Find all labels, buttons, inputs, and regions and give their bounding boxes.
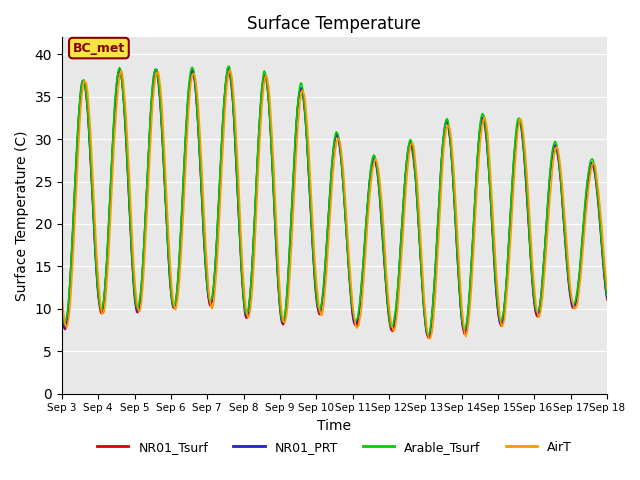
NR01_Tsurf [58, 312, 66, 318]
X-axis label: Time: Time [317, 419, 351, 433]
NR01_PRT [58, 309, 66, 315]
Line: NR01_PRT: NR01_PRT [62, 69, 607, 336]
NR01_Tsurf [180, 168, 188, 173]
AirT [58, 291, 66, 297]
NR01_Tsurf [124, 175, 132, 181]
NR01_PRT [68, 248, 76, 253]
AirT [208, 306, 216, 312]
Arable_Tsurf [68, 245, 76, 251]
NR01_PRT [125, 190, 132, 196]
Arable_Tsurf [124, 171, 132, 177]
Y-axis label: Surface Temperature (C): Surface Temperature (C) [15, 130, 29, 300]
NR01_PRT [603, 295, 611, 300]
Arable_Tsurf [425, 332, 433, 337]
NR01_PRT [209, 291, 216, 297]
Arable_Tsurf [208, 295, 216, 301]
NR01_Tsurf [417, 268, 425, 274]
NR01_PRT [417, 265, 425, 271]
Arable_Tsurf [179, 177, 187, 183]
AirT [225, 67, 233, 73]
AirT [68, 277, 76, 283]
NR01_Tsurf [401, 173, 409, 179]
NR01_Tsurf [68, 249, 76, 254]
NR01_PRT [425, 334, 433, 339]
NR01_Tsurf [209, 293, 216, 299]
AirT [417, 245, 425, 251]
Arable_Tsurf [225, 63, 232, 69]
Line: AirT: AirT [62, 70, 607, 338]
AirT [401, 196, 409, 202]
AirT [179, 215, 187, 220]
NR01_Tsurf [424, 335, 432, 341]
Legend: NR01_Tsurf, NR01_PRT, Arable_Tsurf, AirT: NR01_Tsurf, NR01_PRT, Arable_Tsurf, AirT [92, 436, 577, 458]
Title: Surface Temperature: Surface Temperature [248, 15, 421, 33]
NR01_PRT [180, 166, 188, 171]
AirT [425, 336, 433, 341]
Line: Arable_Tsurf: Arable_Tsurf [62, 66, 607, 335]
AirT [603, 286, 611, 291]
AirT [124, 144, 132, 149]
Text: BC_met: BC_met [73, 42, 125, 55]
NR01_Tsurf [152, 67, 160, 73]
NR01_PRT [401, 173, 409, 179]
NR01_Tsurf [603, 297, 611, 302]
Arable_Tsurf [401, 173, 409, 179]
Arable_Tsurf [58, 308, 66, 314]
Line: NR01_Tsurf: NR01_Tsurf [62, 70, 607, 338]
Arable_Tsurf [417, 267, 425, 273]
Arable_Tsurf [603, 292, 611, 298]
NR01_PRT [116, 66, 124, 72]
